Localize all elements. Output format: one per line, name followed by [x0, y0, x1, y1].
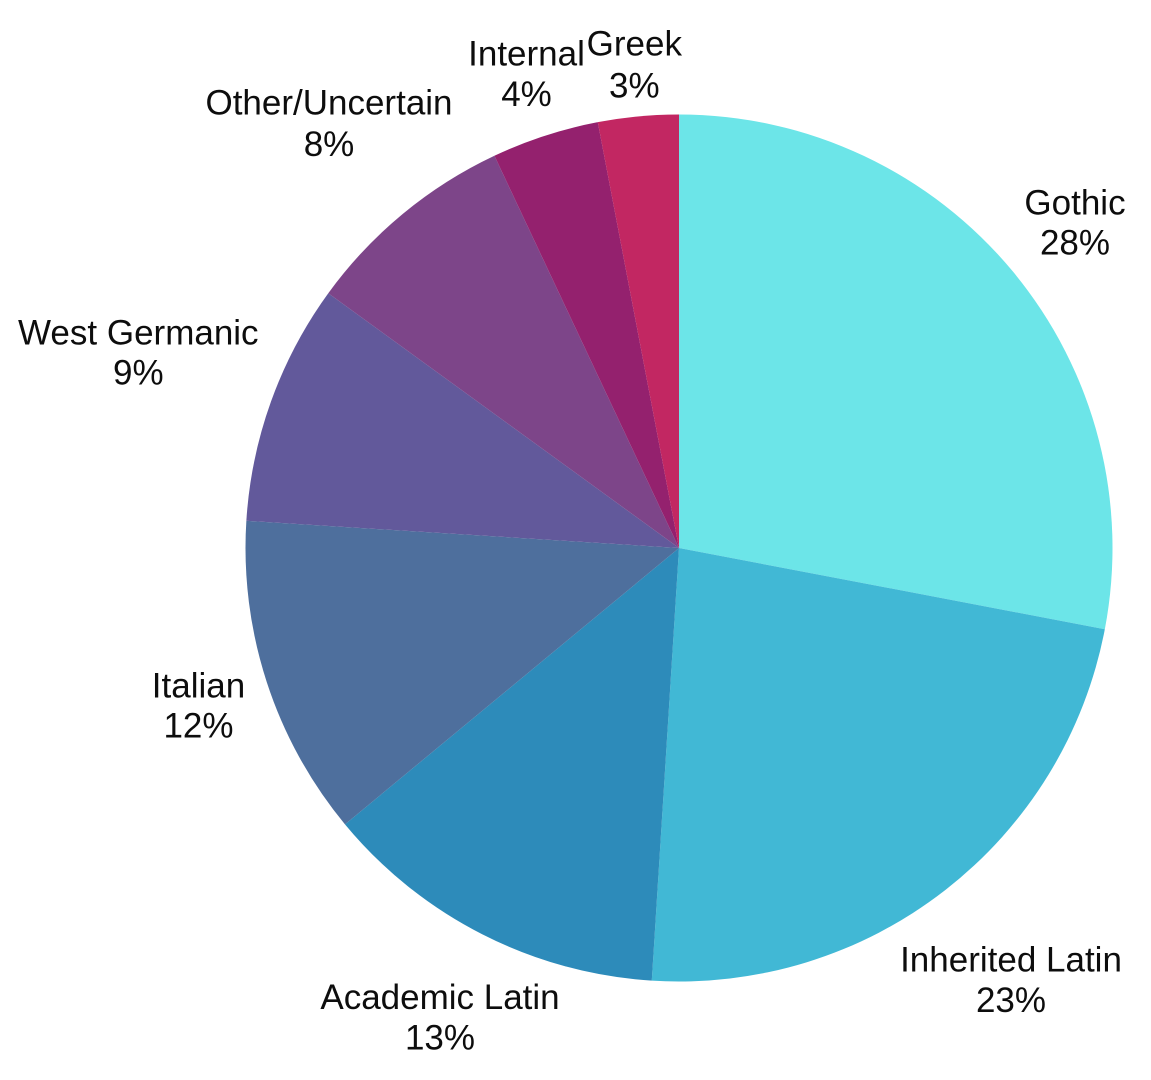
svg-text:23%: 23% [976, 981, 1046, 1020]
svg-text:4%: 4% [501, 75, 552, 114]
svg-text:Internal: Internal [468, 35, 585, 74]
svg-text:8%: 8% [304, 125, 355, 164]
svg-text:9%: 9% [113, 354, 164, 393]
svg-text:Gothic: Gothic [1024, 183, 1125, 222]
svg-text:Academic Latin: Academic Latin [320, 978, 559, 1017]
svg-text:Other/Uncertain: Other/Uncertain [205, 84, 452, 123]
svg-text:13%: 13% [405, 1019, 475, 1058]
svg-text:28%: 28% [1040, 224, 1110, 263]
svg-text:West Germanic: West Germanic [18, 314, 259, 353]
svg-text:Italian: Italian [152, 667, 245, 706]
svg-text:Greek: Greek [587, 25, 683, 64]
svg-text:3%: 3% [609, 67, 660, 106]
svg-text:12%: 12% [163, 707, 233, 746]
svg-text:Inherited Latin: Inherited Latin [900, 941, 1122, 980]
